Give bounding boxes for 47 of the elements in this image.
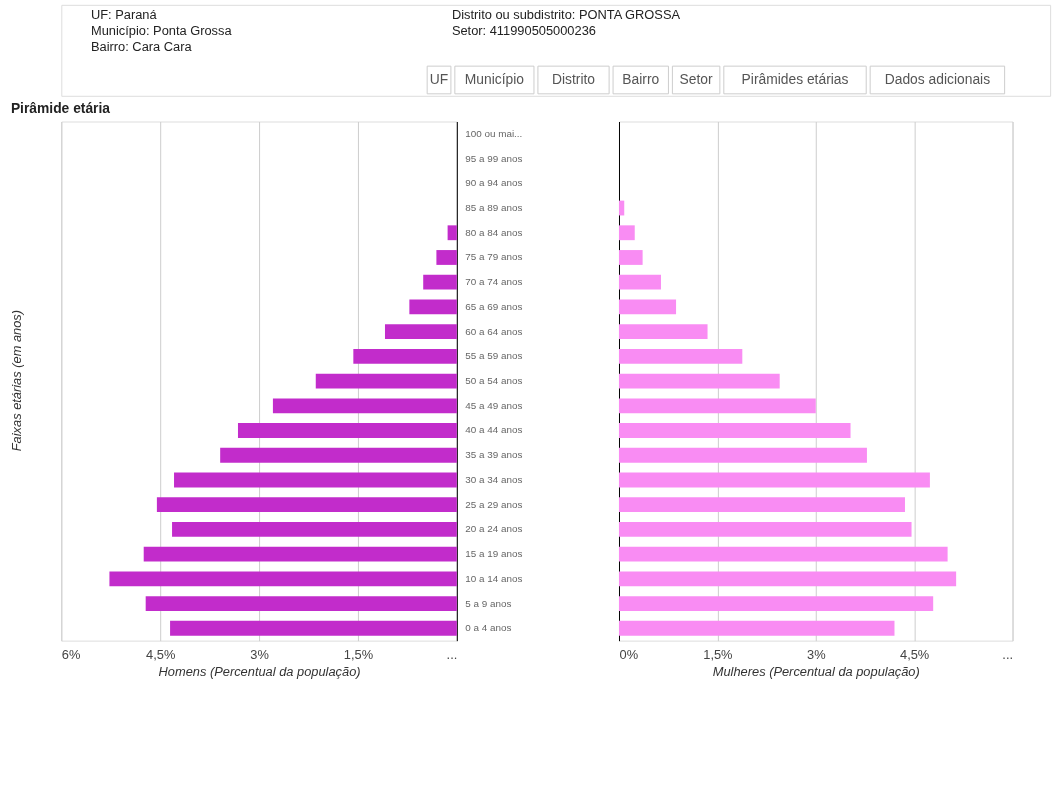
- text: Dados adicionais: [884, 70, 991, 87]
- y-tick-label: 50 a 54 anos: [465, 375, 523, 387]
- x-tick-label: 4,5%: [900, 646, 930, 662]
- y-tick-label: 95 a 99 anos: [465, 152, 523, 164]
- text: UF: [429, 70, 449, 87]
- y-tick-label: 65 a 69 anos: [465, 300, 523, 312]
- chart-title: Pirâmide etária: [10, 99, 111, 116]
- x-axis-title: Mulheres (Percentual da população): [712, 663, 920, 679]
- y-tick-label: 85 a 89 anos: [465, 202, 523, 213]
- y-tick-label: 25 a 29 anos: [465, 498, 523, 510]
- y-tick-label: 5 a 9 anos: [465, 597, 512, 609]
- text: Distrito: [552, 70, 596, 87]
- text: Setor: [679, 70, 714, 87]
- y-tick-label: 40 a 44 anos: [465, 424, 523, 436]
- y-tick-label: 55 a 59 anos: [465, 350, 523, 362]
- text: Bairro: Cara Cara: [90, 39, 193, 55]
- y-tick-label: 60 a 64 anos: [465, 325, 523, 337]
- y-tick-label: 30 a 34 anos: [465, 473, 523, 485]
- y-tick-label: 75 a 79 anos: [465, 251, 523, 263]
- x-tick-label: ...: [446, 646, 458, 662]
- y-tick-label: 0 a 4 anos: [465, 622, 512, 634]
- y-tick-label: 15 a 19 anos: [465, 548, 523, 560]
- y-tick-label: 10 a 14 anos: [465, 572, 523, 584]
- x-tick-label: 6%: [61, 646, 81, 662]
- y-tick-label: 80 a 84 anos: [465, 226, 523, 238]
- text: Setor: 411990505000236: [451, 23, 596, 39]
- text: Município: [464, 70, 525, 87]
- x-tick-label: 1,5%: [343, 646, 374, 662]
- text: Pirâmides etárias: [741, 70, 849, 87]
- y-tick-label: 45 a 49 anos: [465, 399, 523, 411]
- x-tick-label: 1,5%: [703, 646, 733, 662]
- y-tick-label: 20 a 24 anos: [465, 523, 523, 535]
- y-axis-title: Faixas etárias (em anos): [8, 309, 24, 452]
- x-tick-label: 3%: [250, 646, 269, 662]
- text: Município: Ponta Grossa: [90, 23, 233, 39]
- y-tick-label: 90 a 94 anos: [465, 177, 523, 189]
- y-tick-label: 35 a 39 anos: [465, 449, 523, 461]
- text: UF: Paraná: [90, 6, 158, 22]
- text: Distrito ou subdistrito: PONTA GROSSA: [451, 6, 681, 22]
- y-tick-label: 100 ou mai...: [465, 127, 523, 139]
- x-tick-label: ...: [1002, 646, 1014, 662]
- x-tick-label: 4,5%: [146, 646, 176, 662]
- x-tick-label: 3%: [806, 646, 826, 662]
- text: Bairro: [622, 70, 660, 87]
- y-tick-label: 70 a 74 anos: [465, 276, 523, 288]
- x-tick-label: 0%: [619, 646, 639, 662]
- x-axis-title: Homens (Percentual da população): [158, 663, 361, 679]
